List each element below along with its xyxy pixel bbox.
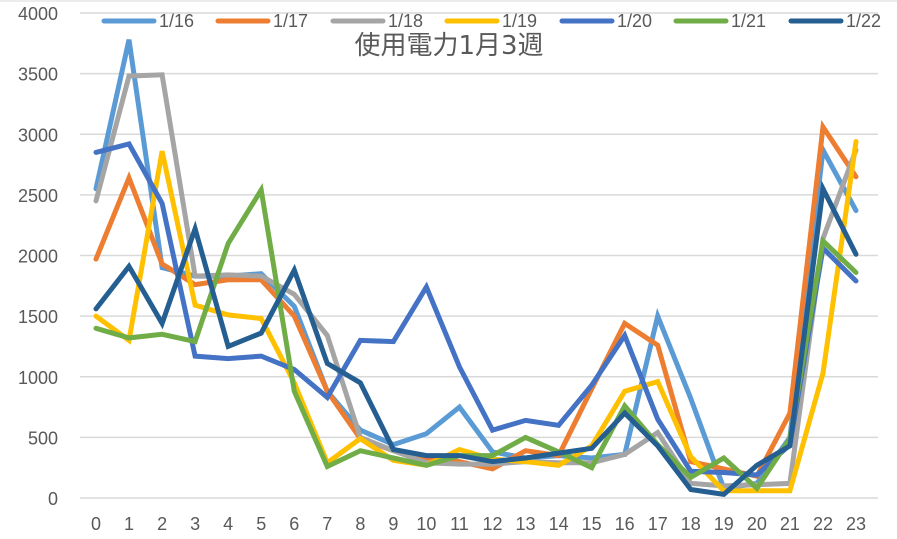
legend-item-1-20: 1/20 <box>559 11 652 31</box>
x-tick-label: 9 <box>388 514 398 534</box>
x-tick-label: 15 <box>582 514 602 534</box>
chart-title: 使用電力1月3週 <box>354 31 543 61</box>
x-tick-label: 7 <box>322 514 332 534</box>
x-tick-label: 4 <box>223 514 233 534</box>
legend-label: 1/22 <box>846 11 881 31</box>
series-line-1-21 <box>93 183 859 493</box>
x-tick-label: 10 <box>416 514 436 534</box>
y-tick-label: 2500 <box>18 186 58 206</box>
x-tick-label: 3 <box>190 514 200 534</box>
x-tick-label: 19 <box>714 514 734 534</box>
x-tick-label: 21 <box>780 514 800 534</box>
series-line-1-16 <box>93 39 859 492</box>
y-tick-label: 3000 <box>18 125 58 145</box>
y-tick-label: 3500 <box>18 65 58 85</box>
legend-item-1-21: 1/21 <box>673 11 766 31</box>
x-tick-label: 6 <box>289 514 299 534</box>
legend: 1/16 1/17 1/18 1/19 1/20 1/21 1/22 <box>101 11 881 31</box>
y-tick-label: 4000 <box>18 4 58 24</box>
y-tick-label: 1000 <box>18 368 58 388</box>
x-tick-label: 20 <box>747 514 767 534</box>
x-tick-label: 12 <box>483 514 503 534</box>
legend-item-1-16: 1/16 <box>101 11 194 31</box>
legend-label: 1/21 <box>731 11 766 31</box>
series-lines <box>93 39 859 498</box>
x-axis: 0 1 2 3 4 5 6 7 8 9 10 11 12 13 14 15 16 17 18 19 20 21 22 23 <box>91 514 866 534</box>
legend-label: 1/16 <box>159 11 194 31</box>
legend-label: 1/17 <box>273 11 308 31</box>
legend-item-1-22: 1/22 <box>788 11 881 31</box>
legend-label: 1/18 <box>388 11 423 31</box>
y-tick-label: 500 <box>28 428 58 448</box>
x-tick-label: 17 <box>648 514 668 534</box>
legend-label: 1/19 <box>502 11 537 31</box>
legend-item-1-17: 1/17 <box>215 11 308 31</box>
x-tick-label: 1 <box>124 514 134 534</box>
y-tick-label: 2000 <box>18 247 58 267</box>
x-tick-label: 0 <box>91 514 101 534</box>
series-line-1-22 <box>93 180 859 498</box>
y-tick-label: 1500 <box>18 307 58 327</box>
x-tick-label: 16 <box>615 514 635 534</box>
x-tick-label: 23 <box>846 514 866 534</box>
x-tick-label: 13 <box>516 514 536 534</box>
legend-item-1-19: 1/19 <box>444 11 537 31</box>
x-tick-label: 22 <box>813 514 833 534</box>
x-tick-label: 2 <box>157 514 167 534</box>
x-tick-label: 11 <box>450 514 469 534</box>
x-tick-label: 5 <box>256 514 266 534</box>
x-tick-label: 14 <box>549 514 569 534</box>
y-tick-label: 0 <box>48 489 58 509</box>
legend-item-1-18: 1/18 <box>330 11 423 31</box>
series-line-1-18 <box>93 72 859 489</box>
y-axis: 0 500 1000 1500 2000 2500 3000 3500 4000 <box>18 4 58 509</box>
gridlines <box>80 12 878 499</box>
x-tick-label: 18 <box>681 514 701 534</box>
legend-label: 1/20 <box>617 11 652 31</box>
series-line-1-20 <box>93 140 859 478</box>
x-tick-label: 8 <box>355 514 365 534</box>
